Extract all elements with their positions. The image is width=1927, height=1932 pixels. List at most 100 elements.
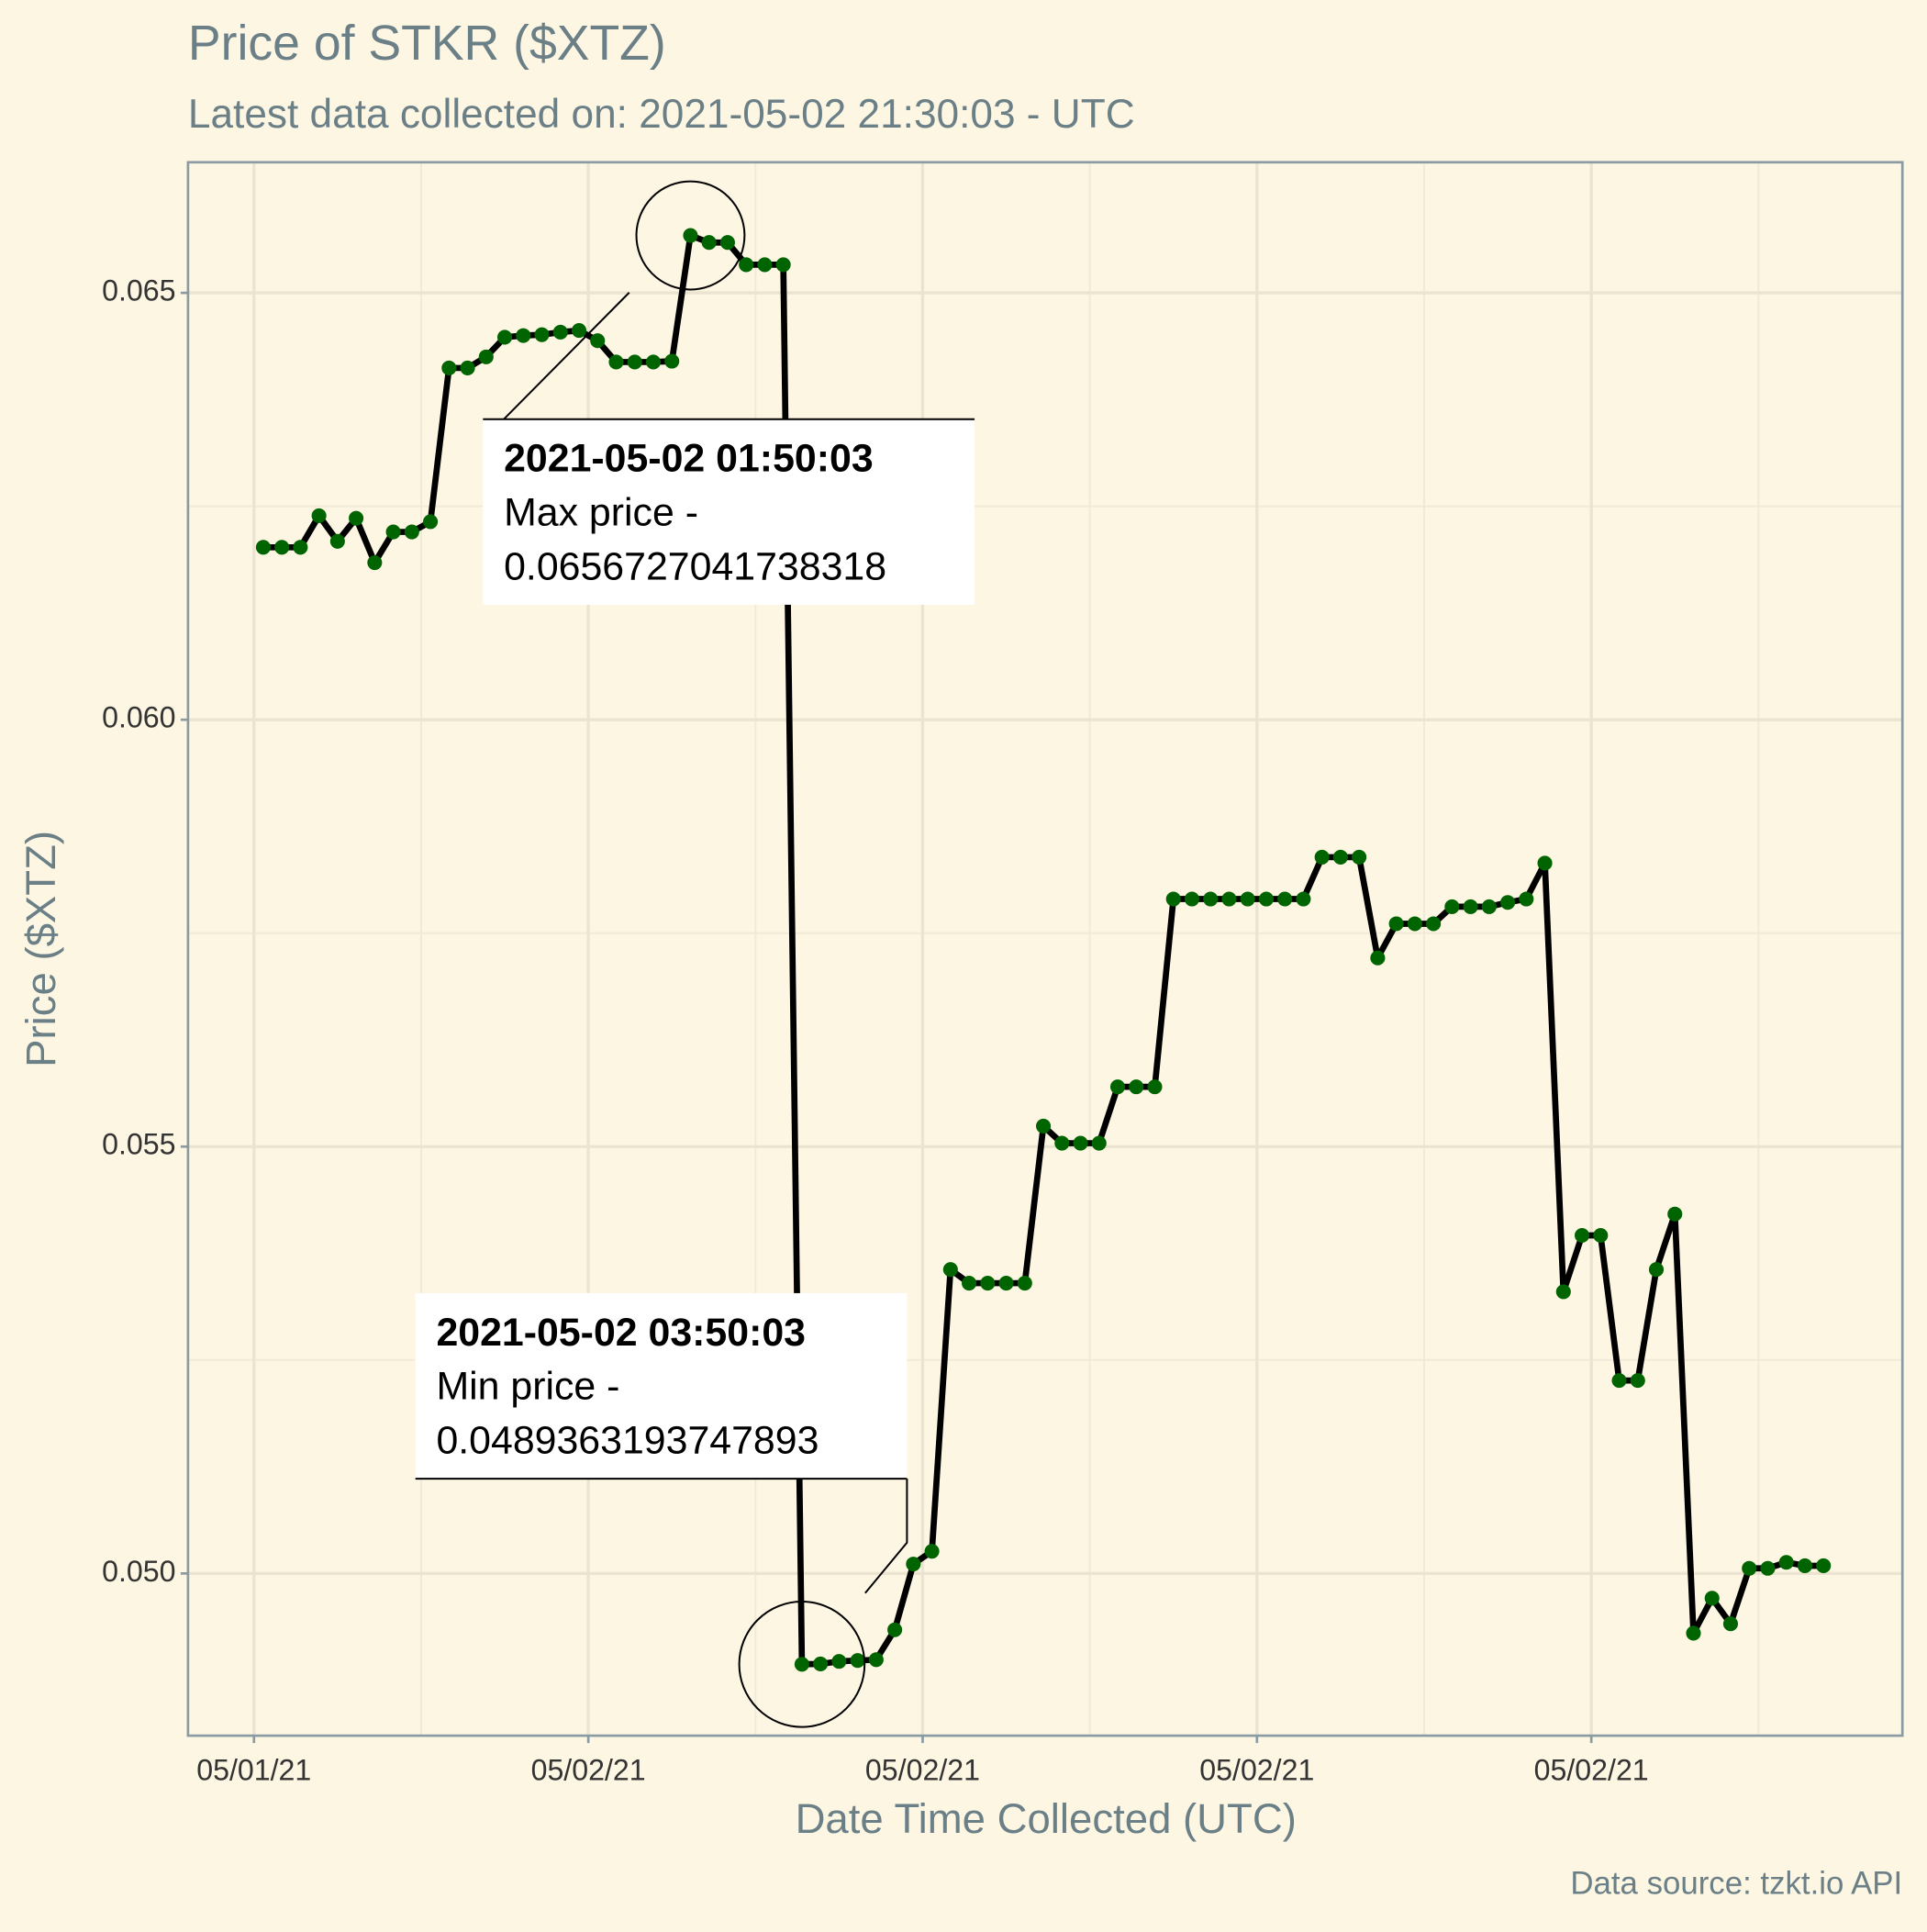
- point: [739, 257, 754, 273]
- point: [868, 1652, 884, 1668]
- point: [516, 328, 531, 343]
- point: [1352, 849, 1367, 865]
- annotation-leader: [503, 292, 630, 420]
- point: [1017, 1276, 1032, 1291]
- point: [1184, 891, 1200, 907]
- point: [1314, 849, 1330, 865]
- point: [664, 353, 680, 369]
- point: [1036, 1118, 1052, 1134]
- point: [1667, 1206, 1683, 1222]
- point: [460, 360, 475, 375]
- point: [1073, 1135, 1088, 1151]
- point: [496, 329, 513, 345]
- point: [590, 333, 606, 349]
- point: [423, 514, 439, 530]
- point: [571, 322, 587, 339]
- point: [924, 1544, 940, 1559]
- point: [441, 360, 457, 375]
- x-axis-title: Date Time Collected (UTC): [796, 1795, 1297, 1842]
- point: [478, 349, 494, 364]
- point: [1240, 891, 1255, 907]
- point: [1332, 849, 1348, 865]
- point: [1722, 1616, 1739, 1632]
- point: [311, 508, 327, 523]
- y-tick-label: 0.060: [102, 701, 175, 734]
- point: [1165, 891, 1181, 907]
- point: [1221, 891, 1237, 907]
- point: [552, 324, 568, 340]
- annotation-label: Min price -: [436, 1365, 619, 1409]
- annotation-label: Max price -: [504, 490, 698, 534]
- point: [719, 235, 735, 251]
- annotation-time: 2021-05-02 01:50:03: [504, 437, 874, 481]
- point: [1296, 891, 1311, 907]
- point: [1519, 891, 1534, 907]
- point: [1444, 899, 1460, 914]
- point: [1407, 916, 1422, 932]
- point: [942, 1262, 958, 1278]
- point: [962, 1276, 977, 1291]
- point: [1630, 1373, 1645, 1389]
- point: [274, 540, 290, 555]
- annotation-box: [483, 419, 975, 605]
- point: [1778, 1555, 1794, 1570]
- point: [385, 524, 401, 540]
- point: [1463, 899, 1478, 914]
- annotation-value: 0.0656727041738318: [504, 544, 886, 588]
- point: [701, 235, 717, 251]
- y-tick-label: 0.050: [102, 1555, 175, 1588]
- point: [1537, 855, 1553, 871]
- point: [1648, 1262, 1665, 1278]
- point: [534, 327, 550, 342]
- annotation-time: 2021-05-02 03:50:03: [436, 1311, 806, 1355]
- point: [255, 540, 271, 555]
- chart-title: Price of STKR ($XTZ): [188, 17, 666, 71]
- point: [980, 1276, 996, 1291]
- point: [887, 1622, 903, 1637]
- highlight-circle: [635, 180, 746, 291]
- point: [1816, 1558, 1832, 1574]
- annotation-value: 0.0489363193747893: [436, 1419, 819, 1463]
- highlight-circle: [738, 1600, 866, 1728]
- point: [349, 510, 364, 526]
- point: [1426, 916, 1442, 932]
- point: [1500, 895, 1516, 910]
- x-tick-label: 05/02/21: [1534, 1754, 1649, 1787]
- point: [1203, 891, 1219, 907]
- point: [794, 1657, 809, 1672]
- point: [1277, 891, 1293, 907]
- point: [850, 1653, 865, 1669]
- annotation-box: [415, 1292, 908, 1480]
- point: [1147, 1079, 1163, 1095]
- plot-border: [186, 161, 1904, 1737]
- point: [683, 228, 698, 243]
- point: [404, 524, 419, 540]
- point: [1575, 1227, 1590, 1244]
- point: [1704, 1591, 1720, 1606]
- point: [293, 540, 308, 555]
- point: [608, 354, 624, 370]
- point: [1760, 1560, 1776, 1576]
- point: [1742, 1560, 1757, 1576]
- point: [627, 354, 642, 370]
- point: [1370, 950, 1386, 966]
- point: [1481, 899, 1497, 914]
- point: [1611, 1373, 1627, 1389]
- y-tick-label: 0.065: [102, 274, 175, 307]
- point: [757, 257, 773, 273]
- point: [1129, 1079, 1144, 1095]
- x-tick-label: 05/02/21: [531, 1754, 646, 1787]
- y-tick-label: 0.055: [102, 1128, 175, 1161]
- point: [1258, 891, 1274, 907]
- x-tick-label: 05/02/21: [1199, 1754, 1314, 1787]
- caption: Data source: tzkt.io API: [1570, 1866, 1902, 1902]
- point: [813, 1656, 829, 1671]
- point: [998, 1276, 1014, 1291]
- point: [1686, 1625, 1701, 1641]
- point: [1091, 1135, 1107, 1151]
- annotation-leader: [864, 1479, 908, 1594]
- y-axis-title: Price ($XTZ): [17, 831, 64, 1067]
